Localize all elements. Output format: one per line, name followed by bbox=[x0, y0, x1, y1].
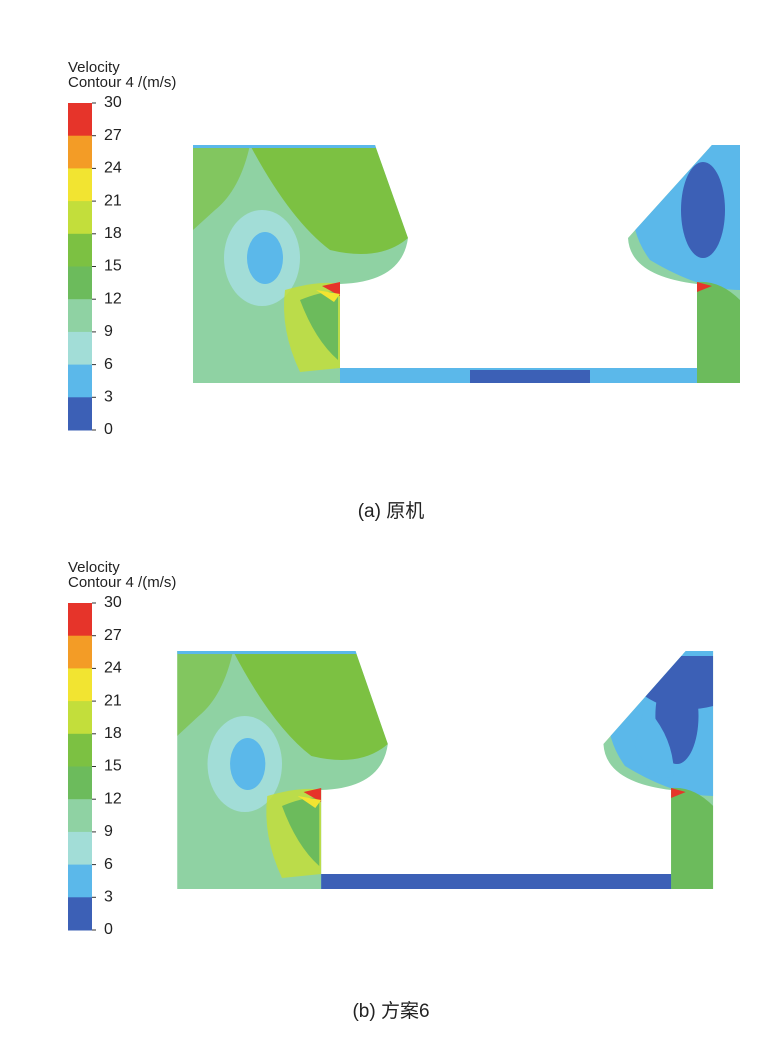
color-band bbox=[68, 168, 92, 202]
color-band bbox=[68, 831, 92, 866]
color-band bbox=[68, 364, 92, 398]
tick-label: 6 bbox=[104, 356, 113, 373]
tick-label: 24 bbox=[104, 160, 122, 177]
tick-label: 15 bbox=[104, 758, 122, 775]
color-band bbox=[68, 668, 92, 702]
tick-label: 21 bbox=[104, 692, 122, 709]
color-band bbox=[68, 103, 92, 137]
tick-label: 24 bbox=[104, 660, 122, 677]
color-band bbox=[68, 701, 92, 735]
legend-unit: Contour 4 /(m/s) bbox=[68, 74, 176, 91]
color-band bbox=[68, 864, 92, 898]
color-band bbox=[68, 397, 92, 431]
tick-label: 21 bbox=[104, 192, 122, 209]
color-band bbox=[68, 135, 92, 169]
color-band bbox=[68, 299, 92, 333]
tick-label: 27 bbox=[104, 127, 122, 144]
tick-label: 12 bbox=[104, 790, 122, 807]
contour-field bbox=[174, 646, 718, 896]
color-band bbox=[68, 603, 92, 637]
tick-label: 3 bbox=[104, 389, 113, 406]
tick-label: 30 bbox=[104, 94, 122, 111]
tick-label: 18 bbox=[104, 725, 122, 742]
tick-label: 12 bbox=[104, 290, 122, 307]
tick-label: 3 bbox=[104, 889, 113, 906]
legend-unit: Contour 4 /(m/s) bbox=[68, 574, 176, 591]
color-band bbox=[68, 766, 92, 800]
color-band bbox=[68, 233, 92, 267]
tick-label: 9 bbox=[104, 823, 113, 840]
color-band bbox=[68, 635, 92, 669]
legend-title: Velocity bbox=[68, 59, 120, 76]
color-band bbox=[68, 799, 92, 833]
caption: (b) 方案6 bbox=[352, 1000, 429, 1022]
color-band bbox=[68, 733, 92, 767]
caption: (a) 原机 bbox=[358, 500, 425, 522]
tick-label: 27 bbox=[104, 627, 122, 644]
tick-label: 6 bbox=[104, 856, 113, 873]
contour-field bbox=[190, 140, 745, 390]
tick-label: 30 bbox=[104, 594, 122, 611]
legend-title: Velocity bbox=[68, 559, 120, 576]
tick-label: 0 bbox=[104, 421, 113, 438]
tick-label: 9 bbox=[104, 323, 113, 340]
color-band bbox=[68, 266, 92, 300]
tick-label: 18 bbox=[104, 225, 122, 242]
color-band bbox=[68, 331, 92, 366]
color-band bbox=[68, 201, 92, 235]
tick-label: 15 bbox=[104, 258, 122, 275]
tick-label: 0 bbox=[104, 921, 113, 938]
color-band bbox=[68, 897, 92, 931]
